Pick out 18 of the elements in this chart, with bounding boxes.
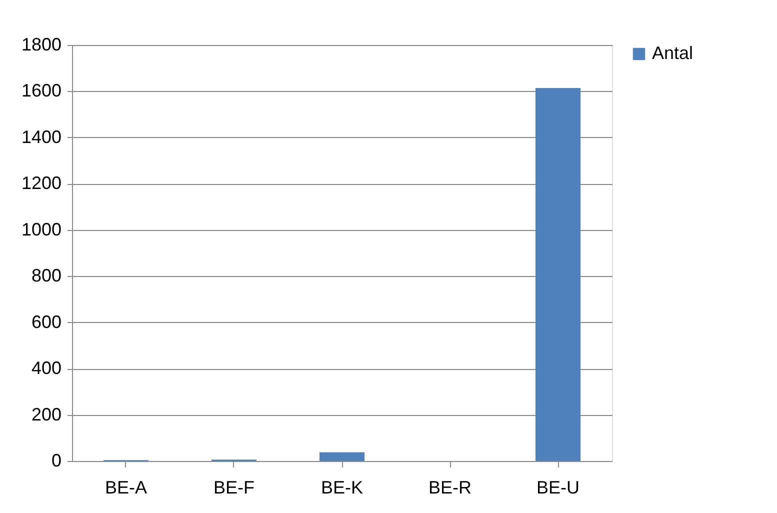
y-tick-label: 1800 [21,34,62,54]
y-tick-label: 600 [31,312,62,332]
x-tick-label: BE-A [104,478,148,498]
legend-label: Antal [652,43,694,63]
y-tick-label: 400 [31,358,62,378]
y-tick-label: 1200 [21,173,62,194]
x-tick-label: BE-U [536,478,580,498]
x-tick-label: BE-K [320,478,364,498]
x-tick-label: BE-R [428,478,472,498]
y-tick-label: 800 [31,266,62,286]
x-tick-label: BE-F [213,478,255,498]
y-tick-label: 200 [31,404,62,424]
y-tick-label: 1000 [21,219,62,240]
y-tick-label: 1600 [21,80,62,101]
y-tick-label: 0 [51,450,62,470]
y-tick-label: 1400 [21,126,62,147]
bar [320,452,364,461]
bar [536,88,580,461]
